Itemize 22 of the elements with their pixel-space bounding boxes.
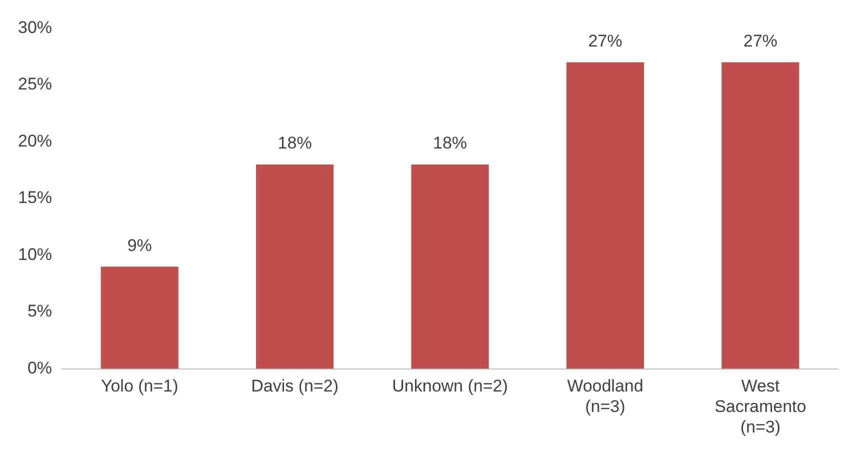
data-label: 18% <box>278 134 312 153</box>
bar <box>411 164 489 369</box>
bar <box>566 62 644 369</box>
x-tick-label: Woodland (n=3) <box>567 376 644 416</box>
y-tick-label: 15% <box>18 188 52 208</box>
y-tick-label: 10% <box>18 244 52 264</box>
y-tick-label: 20% <box>18 131 52 150</box>
y-tick-label: 0% <box>27 358 52 378</box>
y-tick-label: 25% <box>18 74 52 94</box>
data-label: 18% <box>432 134 468 153</box>
data-label: 27% <box>743 31 778 50</box>
y-tick-label: 30% <box>18 18 52 37</box>
x-tick-label: Yolo (n=1) <box>100 376 178 396</box>
x-tick-label: Davis (n=2) <box>251 376 339 396</box>
bar <box>100 266 178 369</box>
data-label: 27% <box>588 31 622 50</box>
bar <box>722 62 800 369</box>
bar <box>256 164 334 369</box>
y-tick-label: 5% <box>27 302 52 321</box>
x-tick-label: Unknown (n=2) <box>392 376 508 396</box>
x-tick-label: West Sacramento (n=3) <box>714 376 806 436</box>
data-label: 9% <box>127 236 152 255</box>
